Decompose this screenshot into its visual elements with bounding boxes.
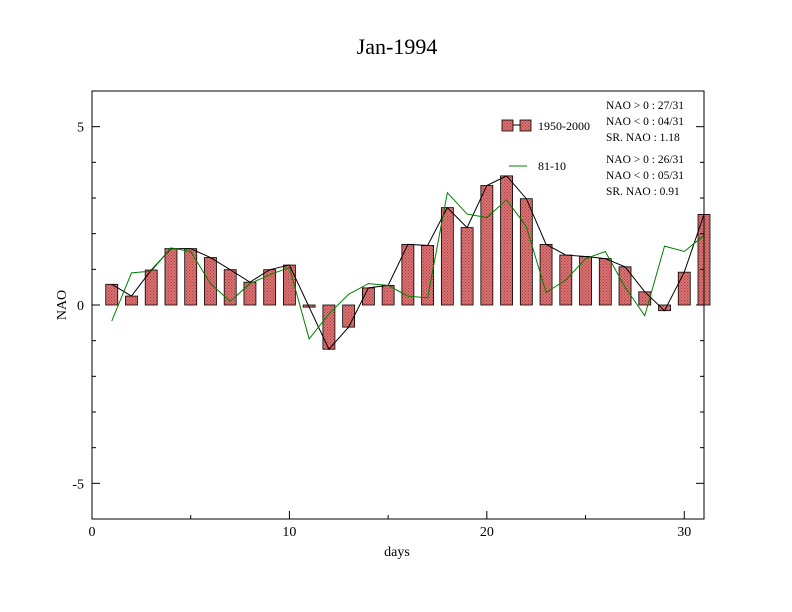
bar-day-5 [184,248,198,306]
bar-day-4 [164,248,178,306]
x-tick-label-0: 0 [89,525,96,540]
stat-1950-nao-positive: NAO > 0 : 27/31 [606,100,684,112]
bar-day-28 [638,291,652,306]
chart-title: Jan-1994 [357,34,438,59]
y-axis-label: NAO [55,290,70,320]
bar-day-30 [677,271,691,306]
bar-day-22 [519,198,533,306]
stat-8110-nao-positive: NAO > 0 : 26/31 [606,154,684,166]
x-tick-label-10: 10 [282,525,296,540]
y-tick-label--5: -5 [72,477,84,492]
legend-bar-swatch-right [519,119,532,132]
bar-day-23 [539,243,553,306]
legend: 1950-2000 81-10 [501,119,590,173]
legend-bar-swatch-left [501,119,514,132]
bar-day-13 [342,304,356,328]
bar-day-15 [381,284,395,306]
x-tick-label-30: 30 [677,525,691,540]
bar-day-6 [204,257,217,306]
series-81-10-line [111,191,705,340]
stat-1950-sr-nao: SR. NAO : 1.18 [606,132,680,144]
bar-day-8 [243,281,257,306]
stat-8110-nao-negative: NAO < 0 : 05/31 [606,170,684,182]
bar-day-21 [500,175,513,306]
series-1950-2000-line [111,175,705,351]
y-tick-label-5: 5 [77,121,84,136]
bar-day-20 [480,185,494,306]
legend-label-81-10: 81-10 [538,159,566,173]
stat-8110-sr-nao: SR. NAO : 0.91 [606,186,680,198]
stats-annotations: NAO > 0 : 27/31 NAO < 0 : 04/31 SR. NAO … [606,100,684,198]
bar-day-7 [223,269,237,306]
bar-day-1 [105,283,119,306]
stat-1950-nao-negative: NAO < 0 : 04/31 [606,116,684,128]
bar-day-10 [283,264,296,306]
bar-day-26 [598,258,612,306]
legend-label-1950-2000: 1950-2000 [538,119,590,133]
y-tick-label-0: 0 [77,299,84,314]
x-tick-label-20: 20 [480,525,494,540]
x-axis-label: days [384,545,410,560]
bar-day-18 [440,207,454,306]
bar-day-19 [460,227,474,306]
bar-day-12 [322,304,336,350]
bar-day-2 [125,295,138,306]
